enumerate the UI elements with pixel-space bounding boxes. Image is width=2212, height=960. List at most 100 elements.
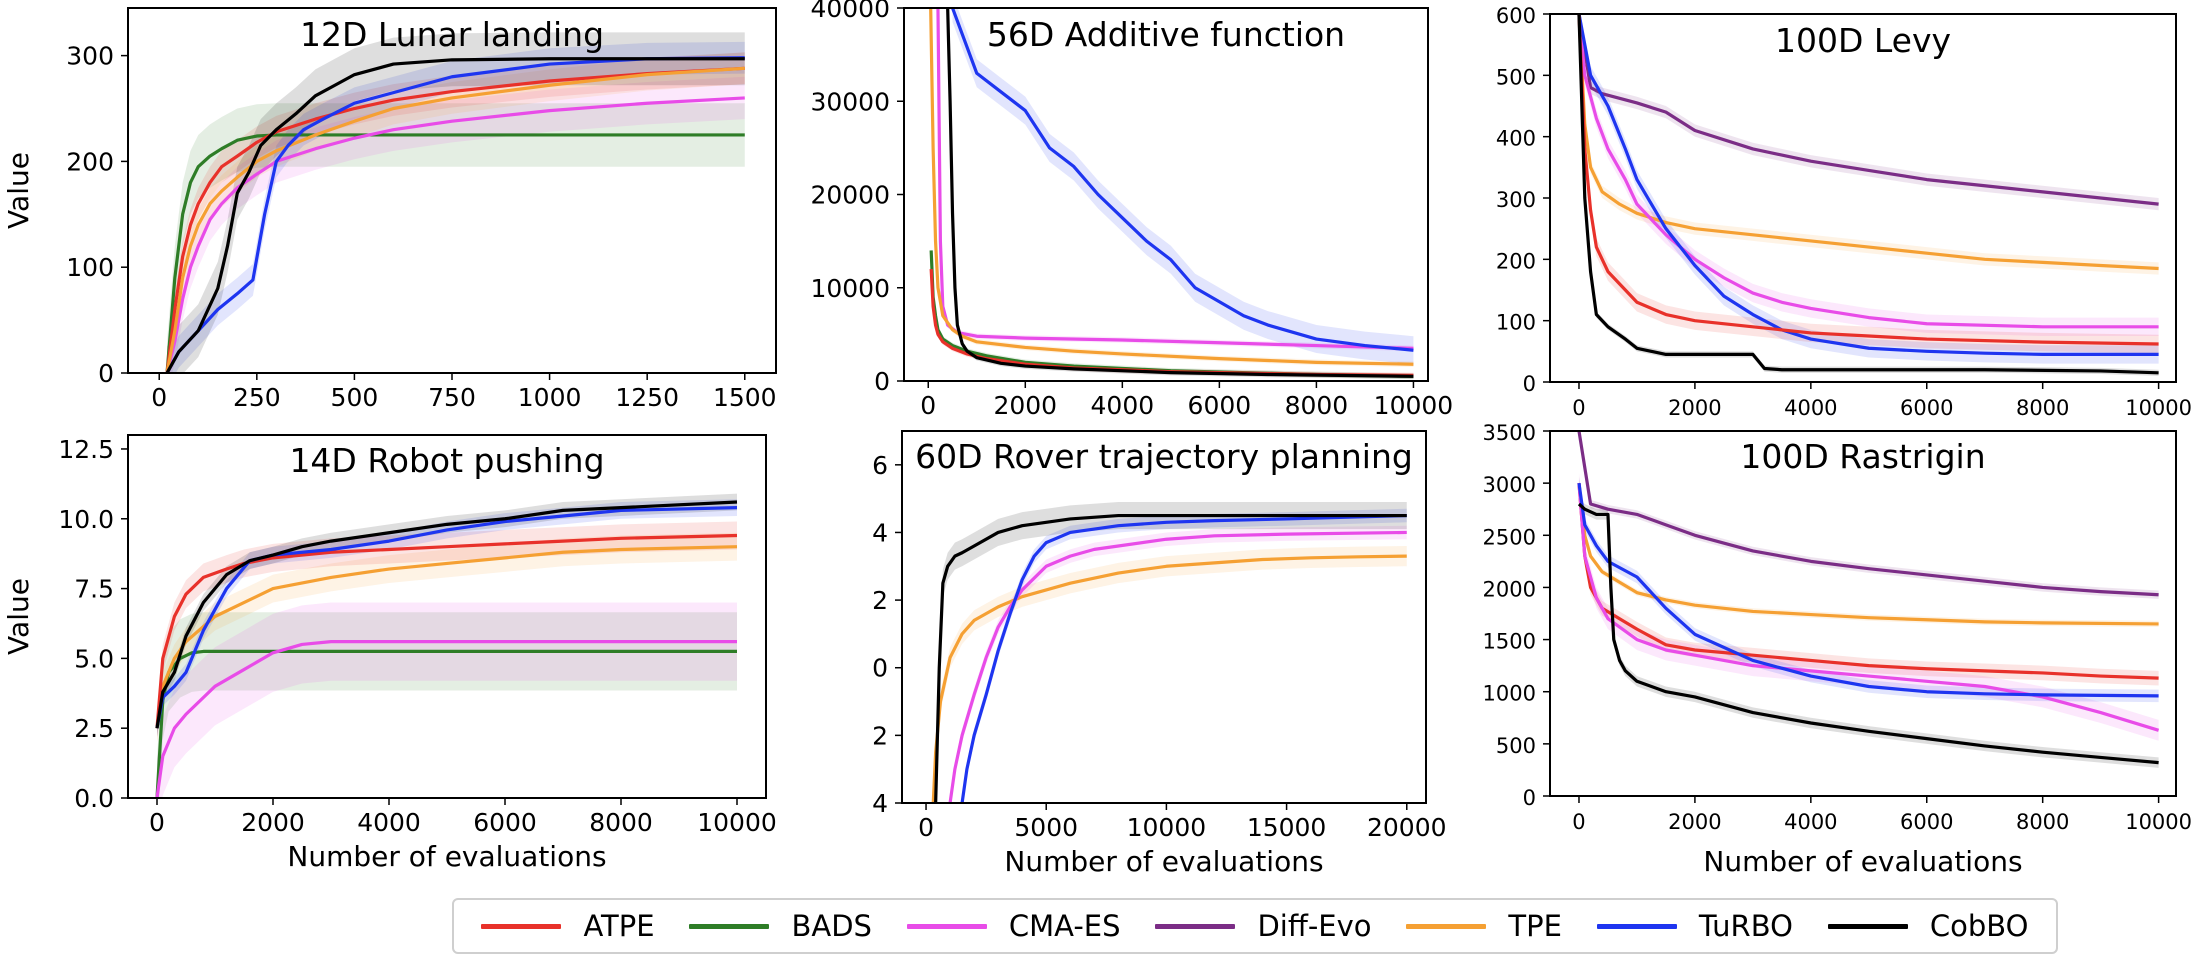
x-tick-label: 10000 [697, 808, 777, 837]
chart-panel-2: 0 2000 4000 6000 8000 10000 0 10000 20000 30000 40… [810, 0, 1453, 420]
x-tick-label: 0 [149, 808, 165, 837]
y-tick-label: 200 [1496, 249, 1536, 273]
line-cobbo [1577, 14, 2159, 375]
x-tick-label: 0 [920, 391, 936, 420]
y-tick-label: 400 [1496, 127, 1536, 151]
x-tick-label: 10000 [2125, 396, 2192, 420]
band-bads [167, 103, 745, 373]
x-tick-label: 1000 [518, 383, 582, 412]
y-tick-label: 20000 [810, 181, 890, 210]
y-tick-label: 12.5 [58, 435, 114, 464]
x-axis-label: Number of evaluations [1703, 845, 2022, 878]
legend-label: BADS [791, 909, 872, 943]
legend-label: ATPE [583, 909, 655, 943]
line-bads [165, 133, 745, 373]
x-tick-label: 1500 [713, 383, 777, 412]
line-turbo [1577, 14, 2159, 356]
x-tick-label: 4000 [1784, 810, 1837, 834]
x-tick-label: 0 [918, 813, 934, 842]
plot-area [128, 435, 766, 798]
series-group [929, 8, 1414, 380]
x-tick-label: 0 [1572, 810, 1585, 834]
chart-title: 56D Additive function [987, 15, 1345, 54]
chart-panel-5: 0 5000 10000 15000 20000 4 2 0 2 4 6 60D Rover traj… [872, 430, 1447, 878]
legend-item-tpe: TPE [1406, 909, 1562, 943]
x-tick-label: 750 [428, 383, 476, 412]
y-tick-label: 2 [872, 586, 888, 615]
y-tick-label: 10.0 [58, 505, 114, 534]
chart-panel-4: 0 2000 4000 6000 8000 10000 0.0 2.5 5.0 7.5 10.0 12… [2, 434, 777, 873]
y-tick-label: 100 [66, 253, 114, 282]
line-cma-es [155, 640, 737, 798]
line-diff-evo [1577, 431, 2159, 597]
legend: ATPE BADS CMA-ES Diff-Evo TPE TuRBO CobBO [452, 898, 2058, 954]
x-tick-label: 1250 [615, 383, 679, 412]
plot-area [1550, 14, 2176, 382]
x-tick-label: 20000 [1367, 813, 1447, 842]
legend-swatch [1596, 923, 1677, 929]
y-tick-label: 6 [872, 451, 888, 480]
band-diff-evo [1578, 431, 2159, 599]
y-tick-label: 7.5 [74, 575, 114, 604]
legend-swatch [1155, 923, 1236, 929]
axes-frame [1549, 430, 2177, 797]
line-cma-es [948, 530, 1407, 803]
band-atpe [157, 521, 737, 743]
series-group [155, 493, 738, 798]
x-tick-label: 2000 [1668, 396, 1721, 420]
x-tick-label: 500 [331, 383, 379, 412]
band-cobbo [167, 32, 745, 373]
x-tick-label: 8000 [1285, 391, 1349, 420]
y-tick-label: 1500 [1483, 630, 1536, 654]
series-group [165, 32, 745, 373]
y-tick-label: 500 [1496, 734, 1536, 758]
x-tick-label: 6000 [1188, 391, 1252, 420]
plot-area [1550, 431, 2176, 796]
legend-swatch [906, 923, 987, 929]
y-axis-label: Value [2, 578, 35, 655]
band-cobbo [935, 502, 1407, 803]
band-atpe [167, 52, 745, 373]
x-tick-label: 0 [151, 383, 167, 412]
legend-label: TPE [1508, 909, 1562, 943]
band-bads [157, 612, 737, 798]
legend-item-diff-evo: Diff-Evo [1155, 909, 1372, 943]
legend-swatch [1827, 923, 1908, 929]
legend-item-atpe: ATPE [481, 909, 655, 943]
x-tick-label: 2000 [241, 808, 305, 837]
legend-item-bads: BADS [689, 909, 872, 943]
legend-label: TuRBO [1698, 909, 1793, 943]
line-turbo [1577, 482, 2159, 698]
line-tpe [931, 554, 1407, 803]
y-tick-label: 0 [1523, 372, 1536, 396]
series-group [1577, 14, 2159, 376]
line-cma-es [936, 8, 1414, 350]
y-tick-label: 2 [872, 721, 888, 750]
line-tpe [155, 545, 738, 729]
x-tick-label: 8000 [589, 808, 653, 837]
legend-swatch [689, 923, 770, 929]
y-tick-label: 40000 [810, 0, 890, 23]
line-cobbo [1577, 502, 2159, 765]
y-tick-label: 200 [66, 147, 114, 176]
band-tpe [167, 52, 745, 373]
y-tick-label: 300 [1496, 188, 1536, 212]
y-tick-label: 0 [872, 654, 888, 683]
line-cobbo [155, 500, 738, 729]
y-tick-label: 2000 [1483, 577, 1536, 601]
y-tick-label: 2.5 [74, 714, 114, 743]
chart-title: 14D Robot pushing [289, 441, 604, 480]
y-tick-label: 0 [1523, 786, 1536, 810]
y-tick-label: 30000 [810, 87, 890, 116]
y-tick-label: 500 [1496, 65, 1536, 89]
line-cobbo [946, 8, 1414, 378]
x-axis-label: Number of evaluations [287, 840, 606, 873]
line-tpe [1577, 14, 2159, 271]
legend-swatch [1406, 923, 1487, 929]
legend-item-cma-es: CMA-ES [906, 909, 1121, 943]
x-tick-label: 4000 [357, 808, 421, 837]
legend-item-turbo: TuRBO [1596, 909, 1793, 943]
chart-panel-6: 0 2000 4000 6000 8000 10000 0 500 1000 1500 2000 25… [1483, 421, 2192, 878]
line-atpe [155, 533, 738, 729]
x-tick-label: 2000 [1668, 810, 1721, 834]
